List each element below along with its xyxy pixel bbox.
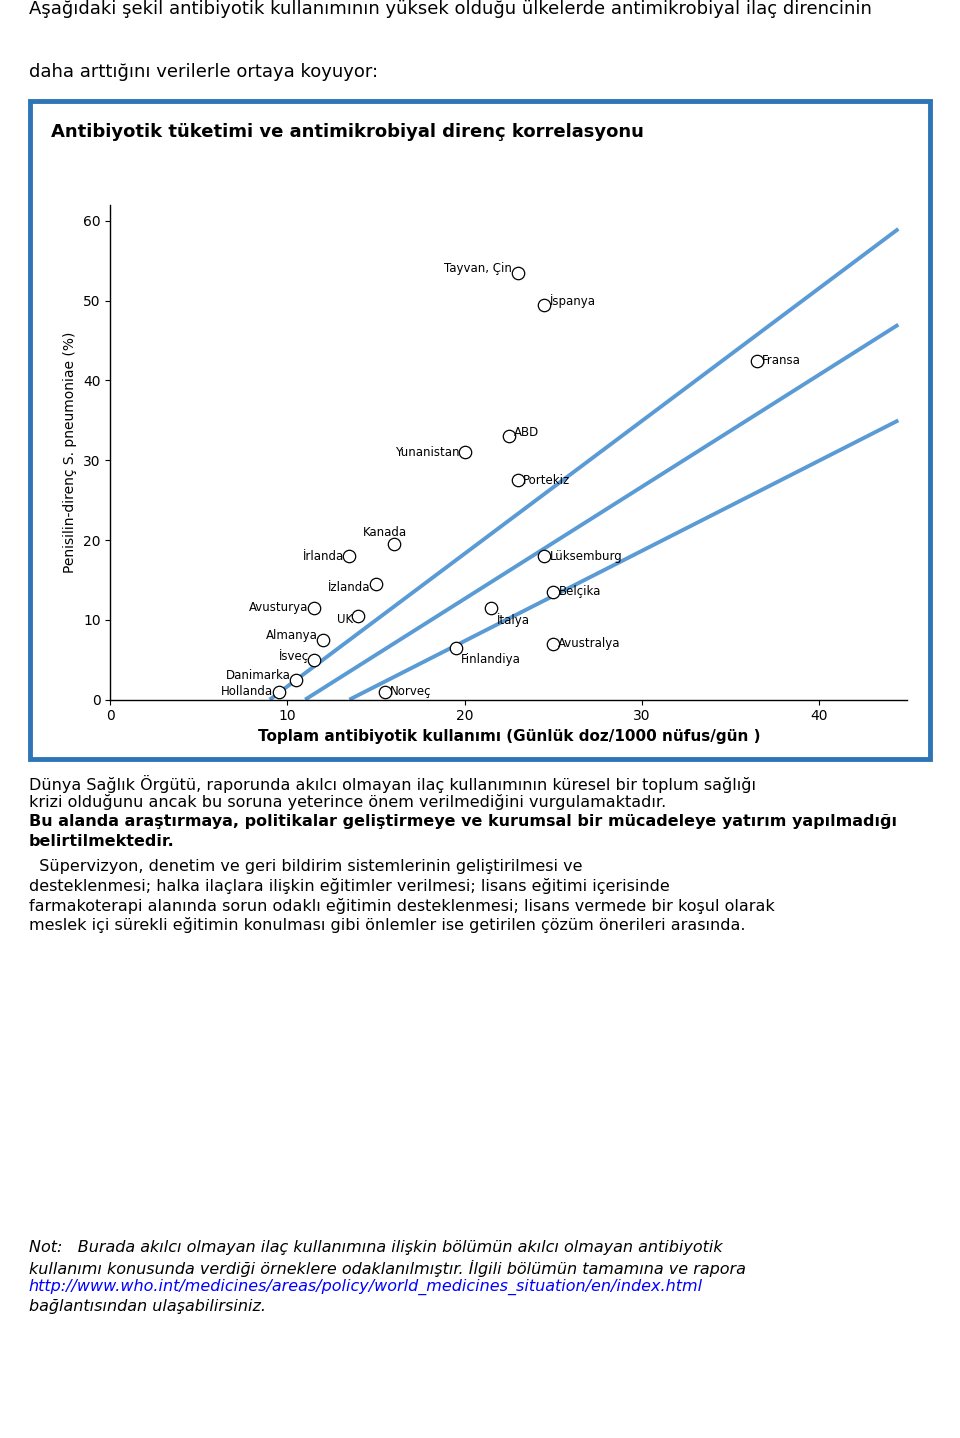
Text: kullanımı konusunda verdiği örneklere odaklanılmıştır. İlgili bölümün tamamına v: kullanımı konusunda verdiği örneklere od… (29, 1260, 746, 1277)
Point (501, 424, 516, 447)
Point (315, 628, 330, 651)
Text: Almanya: Almanya (266, 630, 318, 643)
Text: Bu alanda araştırmaya, politikalar geliştirmeye ve kurumsal bir mücadeleye yatır: Bu alanda araştırmaya, politikalar geliş… (29, 814, 897, 828)
Point (537, 293, 552, 316)
Text: http://www.who.int/medicines/areas/policy/world_medicines_situation/en/index.htm: http://www.who.int/medicines/areas/polic… (29, 1278, 703, 1296)
Point (306, 597, 322, 620)
Text: krizi olduğunu ancak bu soruna yeterince önem verilmediğini vurgulamaktadır.: krizi olduğunu ancak bu soruna yeterince… (29, 795, 671, 811)
Text: Lüksemburg: Lüksemburg (549, 549, 622, 562)
Text: Kanada: Kanada (363, 525, 407, 539)
Point (377, 680, 393, 703)
Text: farmakoterapi alanında sorun odaklı eğitimin desteklenmesi; lisans vermede bir k: farmakoterapi alanında sorun odaklı eğit… (29, 897, 775, 915)
Point (271, 680, 286, 703)
Text: desteklenmesi; halka ilaçlara ilişkin eğitimler verilmesi; lisans eğitimi içeris: desteklenmesi; halka ilaçlara ilişkin eğ… (29, 879, 669, 894)
Point (448, 636, 464, 659)
Point (342, 545, 357, 568)
Point (749, 349, 764, 372)
Text: Hollanda: Hollanda (221, 684, 274, 697)
Text: Finlandiya: Finlandiya (461, 653, 521, 666)
Text: Tayvan, Çin: Tayvan, Çin (444, 262, 513, 275)
Text: Antibiyotik tüketimi ve antimikrobiyal direnç korrelasyonu: Antibiyotik tüketimi ve antimikrobiyal d… (52, 124, 644, 141)
Point (510, 469, 525, 492)
Point (369, 572, 384, 595)
Point (510, 262, 525, 285)
Point (386, 532, 401, 555)
Point (306, 649, 322, 672)
Point (484, 597, 499, 620)
Text: daha arttığını verilerle ortaya koyuyor:: daha arttığını verilerle ortaya koyuyor: (29, 63, 378, 81)
Text: İrlanda: İrlanda (302, 549, 344, 562)
Text: Not:   Burada akılcı olmayan ilaç kullanımına ilişkin bölümün akılcı olmayan ant: Not: Burada akılcı olmayan ilaç kullanım… (29, 1240, 723, 1255)
Text: Yunanistan: Yunanistan (395, 446, 459, 459)
Text: belirtilmektedir.: belirtilmektedir. (29, 834, 175, 848)
Text: İspanya: İspanya (549, 293, 595, 308)
Text: ABD: ABD (515, 426, 540, 439)
Point (457, 441, 472, 464)
Text: bağlantısından ulaşabilirsiniz.: bağlantısından ulaşabilirsiniz. (29, 1299, 266, 1313)
Point (350, 604, 366, 627)
Text: meslek içi sürekli eğitimin konulması gibi önlemler ise getirilen çözüm öneriler: meslek içi sürekli eğitimin konulması gi… (29, 917, 745, 933)
Text: Danimarka: Danimarka (227, 669, 291, 682)
Text: Portekiz: Portekiz (523, 473, 570, 486)
FancyBboxPatch shape (30, 101, 930, 759)
Text: İtalya: İtalya (496, 613, 529, 627)
Y-axis label: Penisilin-direnç S. pneumoniae (%): Penisilin-direnç S. pneumoniae (%) (63, 332, 78, 572)
Text: Belçika: Belçika (559, 585, 601, 598)
Point (545, 581, 561, 604)
Text: UK: UK (337, 614, 353, 627)
Text: Avustralya: Avustralya (559, 637, 621, 650)
Text: Dünya Sağlık Örgütü, raporunda akılcı olmayan ilaç kullanımının küresel bir topl: Dünya Sağlık Örgütü, raporunda akılcı ol… (29, 775, 756, 792)
Text: Norveç: Norveç (390, 684, 432, 697)
Point (537, 545, 552, 568)
Point (289, 669, 304, 692)
Text: İsveç: İsveç (278, 649, 309, 663)
Text: Fransa: Fransa (762, 354, 801, 367)
X-axis label: Toplam antibiyotik kullanımı (Günlük doz/1000 nüfus/gün ): Toplam antibiyotik kullanımı (Günlük doz… (257, 729, 760, 743)
Text: İzlanda: İzlanda (328, 581, 371, 594)
Text: Aşağıdaki şekil antibiyotik kullanımının yüksek olduğu ülkelerde antimikrobiyal : Aşağıdaki şekil antibiyotik kullanımının… (29, 0, 872, 19)
Text: Avusturya: Avusturya (250, 601, 309, 614)
Point (545, 633, 561, 656)
Text: Süpervizyon, denetim ve geri bildirim sistemlerinin geliştirilmesi ve: Süpervizyon, denetim ve geri bildirim si… (29, 858, 583, 874)
